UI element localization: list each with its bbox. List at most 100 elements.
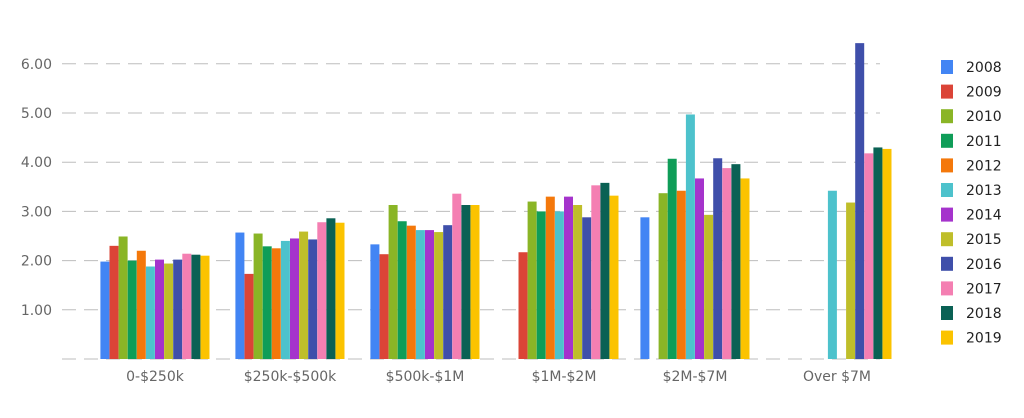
bar	[536, 211, 546, 359]
bar	[582, 217, 592, 359]
bar	[443, 225, 453, 359]
y-tick-label: 2.00	[21, 254, 52, 270]
bar	[290, 238, 299, 359]
bar	[335, 222, 345, 359]
x-tick-label: $250k-$500k	[244, 369, 337, 385]
x-tick-label: 0-$250k	[126, 369, 185, 385]
legend-swatch	[941, 306, 953, 320]
legend-swatch	[941, 207, 953, 222]
bar	[109, 245, 119, 359]
legend-label: 2017	[966, 281, 1002, 297]
legend-label: 2010	[966, 109, 1002, 125]
legend-item: 2018	[941, 306, 1002, 322]
bar	[667, 158, 677, 359]
legend-label: 2012	[966, 158, 1002, 174]
bar	[609, 195, 619, 359]
legend-swatch	[941, 183, 953, 197]
bar	[704, 214, 714, 359]
y-tick-label: 5.00	[21, 106, 52, 122]
legend-item: 2009	[941, 84, 1002, 101]
bar	[100, 261, 110, 359]
legend-item: 2015	[941, 232, 1002, 248]
y-tick-label: 4.00	[21, 155, 52, 171]
legend-swatch	[941, 133, 953, 148]
legend-swatch	[941, 60, 953, 74]
bar	[600, 182, 610, 359]
bar	[406, 225, 416, 359]
bar	[262, 246, 272, 359]
bar-group	[518, 182, 619, 359]
bar	[855, 43, 865, 360]
bar	[527, 201, 537, 359]
bar-group	[235, 218, 345, 359]
legend-label: 2014	[966, 208, 1002, 224]
legend-label: 2019	[966, 331, 1002, 347]
legend-item: 2016	[941, 256, 1002, 273]
bar	[695, 178, 704, 359]
bar	[864, 153, 874, 359]
legend-label: 2011	[966, 134, 1002, 150]
bar	[118, 236, 128, 359]
bar	[191, 254, 201, 359]
legend-label: 2009	[966, 85, 1002, 101]
legend-label: 2015	[966, 232, 1002, 248]
legend-item: 2011	[941, 133, 1002, 150]
x-tick-label: Over $7M	[803, 369, 871, 385]
bar	[722, 168, 732, 359]
legend-item: 2019	[941, 330, 1002, 347]
bar	[676, 190, 686, 359]
y-tick-label: 3.00	[21, 204, 52, 220]
bar	[370, 244, 380, 359]
bar	[280, 240, 290, 359]
legend-item: 2012	[941, 158, 1002, 174]
legend-item: 2010	[941, 109, 1002, 125]
legend-swatch	[941, 84, 953, 99]
bar	[200, 255, 210, 359]
legend-swatch	[941, 158, 953, 173]
bar	[452, 193, 462, 359]
bar	[640, 217, 650, 359]
bar	[173, 259, 183, 359]
bar-group	[640, 114, 750, 359]
bar	[253, 233, 263, 359]
legend-swatch	[941, 330, 953, 345]
bar	[470, 205, 480, 359]
y-tick-label: 1.00	[21, 303, 52, 319]
bar	[591, 185, 601, 359]
bar	[425, 230, 434, 359]
bar	[461, 205, 471, 359]
bar	[518, 252, 528, 359]
bar	[827, 190, 837, 359]
bar	[415, 230, 425, 359]
legend-item: 2013	[941, 183, 1002, 199]
bar	[235, 232, 245, 359]
bar	[658, 193, 668, 359]
bar	[882, 148, 892, 359]
bar	[713, 158, 723, 359]
legend-swatch	[941, 232, 953, 247]
legend-item: 2014	[941, 207, 1002, 224]
bar	[685, 114, 695, 359]
bar	[846, 202, 856, 359]
bar	[554, 211, 564, 359]
x-tick-label: $2M-$7M	[663, 369, 728, 385]
bar	[564, 196, 573, 359]
x-tick-label: $1M-$2M	[532, 369, 597, 385]
bar	[873, 147, 883, 359]
x-axis: 0-$250k $250k-$500k $500k-$1M $1M-$2M $2M-$7…	[126, 369, 871, 385]
bar-group	[370, 193, 480, 359]
legend-item: 2008	[941, 60, 1002, 76]
legend-swatch	[941, 256, 953, 271]
legend-item: 2017	[941, 281, 1002, 297]
bar	[573, 205, 583, 359]
legend: 2008 2009 2010 2011 2012 2013 2014 2015 2016 2017…	[941, 60, 1002, 347]
bar	[127, 260, 137, 359]
bar	[308, 239, 318, 359]
bar	[326, 218, 336, 359]
legend-label: 2013	[966, 183, 1002, 199]
bar	[164, 263, 174, 359]
bar	[434, 232, 444, 359]
bar	[136, 250, 146, 359]
legend-label: 2018	[966, 306, 1002, 322]
